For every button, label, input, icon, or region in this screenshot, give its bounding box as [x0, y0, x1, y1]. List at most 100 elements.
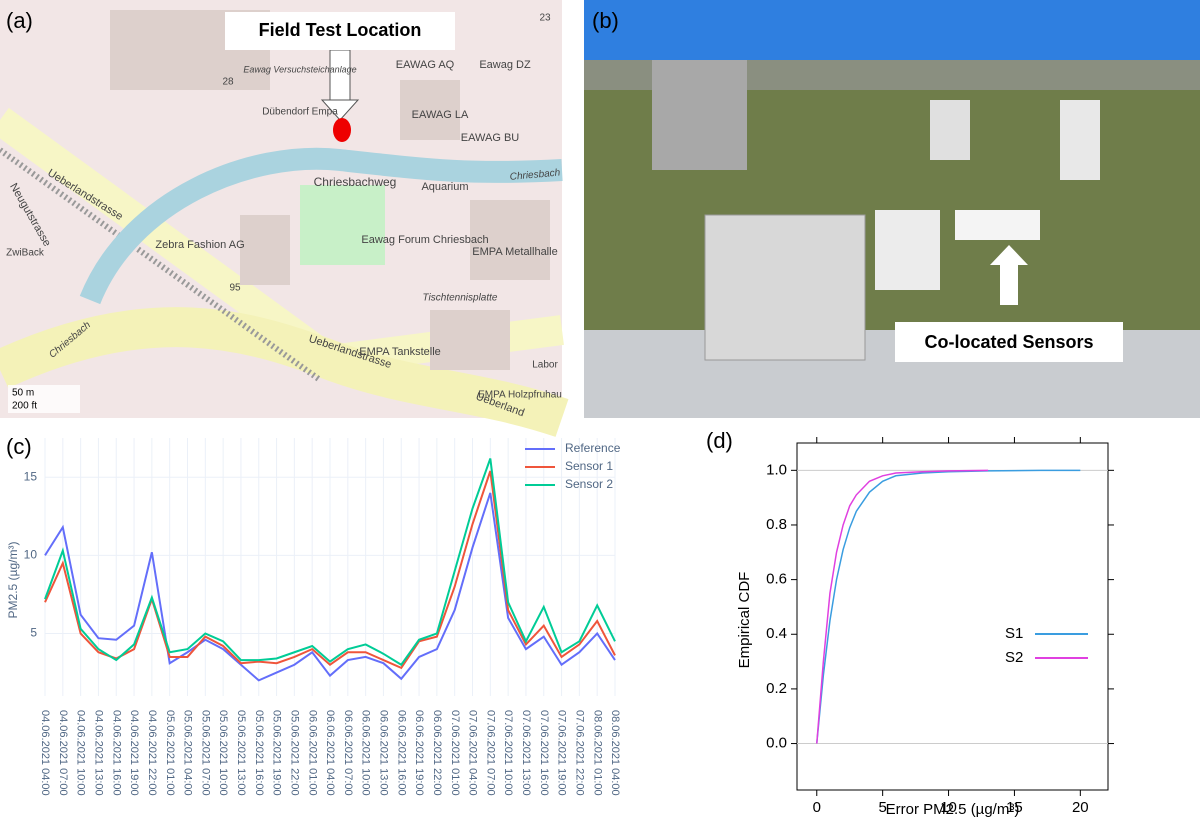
x-tick-label: 07.06.2021 10:00: [502, 710, 514, 796]
place-label: EMPA Tankstelle: [359, 346, 441, 358]
callout: Co-located Sensors: [924, 332, 1093, 352]
x-tick-label: 05.06.2021 19:00: [271, 710, 283, 796]
place-label: Dübendorf Empa: [262, 107, 338, 118]
data-line: [44, 492, 616, 682]
river: [79, 147, 563, 305]
x-tick-label: 04.06.2021 07:00: [57, 710, 69, 796]
x-tick-label: 5: [878, 799, 886, 816]
y-tick-label: 0.8: [766, 516, 787, 533]
place-label: ZwiBack: [6, 248, 45, 259]
place-label: EAWAG BU: [461, 132, 520, 144]
sensor: [955, 210, 1040, 240]
x-tick-label: 04.06.2021 22:00: [146, 710, 158, 796]
x-tick-label: 05.06.2021 16:00: [253, 710, 265, 796]
y-tick-label: 15: [24, 469, 38, 483]
x-tick-label: 20: [1072, 799, 1089, 816]
x-tick-label: 05.06.2021 07:00: [199, 710, 211, 796]
callout-box: [895, 322, 1123, 362]
cdf-line: [816, 469, 1081, 744]
sensor: [1060, 100, 1100, 180]
x-tick-label: 05.06.2021 10:00: [217, 710, 229, 796]
y-tick-label: 10: [24, 548, 38, 562]
data-line: [44, 458, 616, 667]
x-tick-label: 07.06.2021 13:00: [520, 710, 532, 796]
y-axis-label: PM2.5 (µg/m³): [6, 542, 20, 619]
panel-label: (a): [6, 8, 33, 33]
y-tick-label: 0.0: [766, 735, 787, 752]
callout-box: [225, 12, 455, 50]
scale-box: [8, 385, 80, 413]
line-chart: (c) PM2.5 (µg/m³) 04.06.2021 04:00 04.06.20…: [6, 434, 621, 796]
x-tick-label: 04.06.2021 19:00: [128, 710, 140, 796]
map-panel: Field Test Location (a) 50 m 200 ft Eawa…: [0, 0, 569, 437]
building: [430, 310, 510, 370]
panel-label: (c): [6, 434, 32, 459]
photo-panel: Co-located Sensors (b): [584, 0, 1200, 418]
x-tick-label: 06.06.2021 01:00: [306, 710, 318, 796]
x-tick-label: 07.06.2021 22:00: [573, 710, 585, 796]
building: [240, 215, 290, 285]
scale-label: 50 m: [12, 388, 34, 399]
road: [0, 307, 569, 437]
railway: [0, 147, 322, 383]
x-tick-label: 05.06.2021 13:00: [235, 710, 247, 796]
legend-label: S1: [1005, 625, 1023, 642]
x-tick-label: 05.06.2021 04:00: [182, 710, 194, 796]
place-label: 95: [229, 283, 241, 294]
x-tick-label: 06.06.2021 19:00: [413, 710, 425, 796]
x-tick-label: 06.06.2021 04:00: [324, 710, 336, 796]
place-label: Chriesbachweg: [314, 175, 397, 189]
x-axis-label: Error PM2.5 (µg/m³): [886, 801, 1020, 818]
panel-label: (b): [592, 8, 619, 33]
place-label: 28: [222, 77, 234, 88]
park: [300, 185, 385, 265]
x-tick-label: 08.06.2021 04:00: [609, 710, 621, 796]
place-label: EAWAG AQ: [396, 59, 455, 71]
scale-label: 200 ft: [12, 401, 37, 412]
y-tick-label: 0.4: [766, 625, 787, 642]
y-tick-label: 0.2: [766, 680, 787, 697]
y-tick-label: 0.6: [766, 571, 787, 588]
location-marker: [333, 118, 351, 142]
x-tick-label: 07.06.2021 19:00: [556, 710, 568, 796]
x-tick-label: 0: [813, 799, 821, 816]
y-tick-label: 5: [30, 626, 37, 640]
place-label: Aquarium: [421, 181, 468, 193]
x-tick-label: 04.06.2021 16:00: [110, 710, 122, 796]
arrow: [990, 245, 1028, 305]
place-label: Eawag Forum Chriesbach: [361, 234, 488, 246]
place-label: Zebra Fashion AG: [155, 239, 244, 251]
x-tick-label: 04.06.2021 10:00: [75, 710, 87, 796]
enclosure: [652, 60, 747, 170]
place-label: Labor: [532, 360, 558, 371]
place-label: Chriesbach: [509, 167, 561, 182]
legend-label: Reference: [565, 441, 621, 455]
x-tick-label: 05.06.2021 22:00: [288, 710, 300, 796]
place-label: Eawag DZ: [479, 59, 531, 71]
x-tick-label: 04.06.2021 04:00: [39, 710, 51, 796]
y-tick-label: 1.0: [766, 461, 787, 478]
x-tick-label: 06.06.2021 07:00: [342, 710, 354, 796]
x-tick-label: 07.06.2021 04:00: [467, 710, 479, 796]
x-tick-label: 07.06.2021 07:00: [484, 710, 496, 796]
x-tick-label: 08.06.2021 01:00: [591, 710, 603, 796]
sensor: [875, 210, 940, 290]
x-tick-label: 06.06.2021 16:00: [395, 710, 407, 796]
building: [470, 200, 550, 280]
x-tick-label: 07.06.2021 01:00: [449, 710, 461, 796]
x-tick-label: 06.06.2021 10:00: [360, 710, 372, 796]
x-tick-label: 05.06.2021 01:00: [164, 710, 176, 796]
y-axis-label: Empirical CDF: [736, 572, 753, 669]
place-label: Eawag Versuchsteichanlage: [243, 64, 356, 74]
cdf-chart: (d) 0 5 10 15 20 0.0 0.2 0.4 0.6 0.8 1.0 Error PM2.5…: [706, 428, 1114, 818]
cdf-line: [816, 469, 989, 744]
plot-frame: [796, 442, 1109, 791]
sensor: [930, 100, 970, 160]
arrow: [329, 49, 351, 106]
legend-label: Sensor 1: [565, 459, 613, 473]
legend-label: Sensor 2: [565, 477, 613, 491]
building: [400, 80, 460, 140]
x-tick-label: 06.06.2021 13:00: [378, 710, 390, 796]
x-tick-label: 15: [1006, 799, 1023, 816]
